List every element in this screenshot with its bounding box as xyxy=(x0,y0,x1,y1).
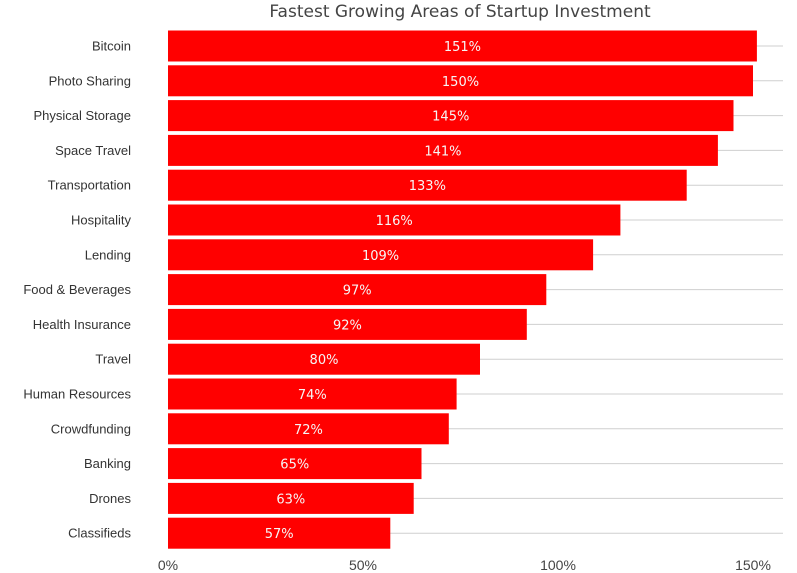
bar xyxy=(168,134,718,166)
bars: 151% 150% 145% 141% 133% 116% 109% 97% 92% 80% 74%… xyxy=(168,30,757,549)
x-axis-ticks: 0% 50% 100% 150% xyxy=(158,557,771,573)
bar-value-label: 150% xyxy=(442,75,479,90)
category-label: Health Insurance xyxy=(33,317,131,332)
bar xyxy=(168,274,547,306)
bar xyxy=(168,65,753,97)
bar-value-label: 63% xyxy=(276,492,305,507)
category-label: Classifieds xyxy=(68,526,131,541)
bar-value-label: 65% xyxy=(280,458,309,473)
category-label: Lending xyxy=(85,247,131,262)
category-label: Travel xyxy=(95,352,131,367)
bar-value-label: 92% xyxy=(333,318,362,333)
category-label: Food & Beverages xyxy=(23,282,131,297)
category-label: Drones xyxy=(89,491,131,506)
bar xyxy=(168,100,734,132)
bar xyxy=(168,308,527,340)
bar xyxy=(168,517,391,549)
category-label: Photo Sharing xyxy=(49,73,131,88)
bar-value-label: 141% xyxy=(424,144,461,159)
bar-value-label: 145% xyxy=(432,110,469,125)
chart-title: Fastest Growing Areas of Startup Investm… xyxy=(269,2,651,22)
bar-value-label: 80% xyxy=(310,353,339,368)
category-label: Bitcoin xyxy=(92,39,131,54)
x-tick-label: 50% xyxy=(349,557,377,573)
bar xyxy=(168,378,457,410)
bar-value-label: 72% xyxy=(294,423,323,438)
bar xyxy=(168,343,480,375)
bar-value-label: 57% xyxy=(265,527,294,542)
bar xyxy=(168,482,414,514)
bar xyxy=(168,448,422,480)
x-tick-label: 150% xyxy=(735,557,771,573)
bar-value-label: 97% xyxy=(343,284,372,299)
bar xyxy=(168,413,449,445)
category-label: Physical Storage xyxy=(33,108,131,123)
bar-value-label: 116% xyxy=(376,214,413,229)
category-label: Space Travel xyxy=(55,143,131,158)
bar-value-label: 133% xyxy=(409,179,446,194)
category-labels: Bitcoin Photo Sharing Physical Storage Spac… xyxy=(23,39,131,541)
x-tick-label: 100% xyxy=(540,557,576,573)
category-label: Human Resources xyxy=(23,387,131,402)
category-label: Hospitality xyxy=(71,213,131,228)
bar-value-label: 151% xyxy=(444,40,481,55)
bar xyxy=(168,169,687,201)
x-tick-label: 0% xyxy=(158,557,178,573)
bar xyxy=(168,204,621,236)
category-label: Crowdfunding xyxy=(51,421,131,436)
category-label: Transportation xyxy=(48,178,131,193)
bar-value-label: 74% xyxy=(298,388,327,403)
category-label: Banking xyxy=(84,456,131,471)
bar-value-label: 109% xyxy=(362,249,399,264)
bar xyxy=(168,239,594,271)
bar xyxy=(168,30,757,62)
